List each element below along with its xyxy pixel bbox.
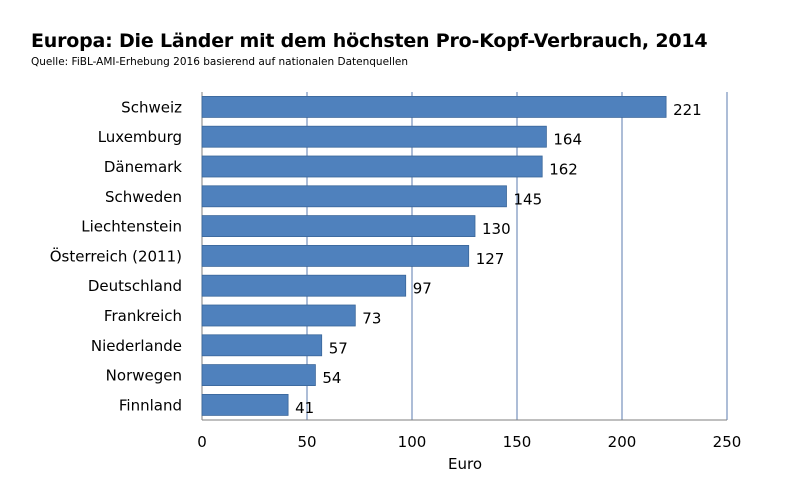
- data-label: 41: [295, 399, 314, 417]
- data-label: 54: [322, 369, 341, 387]
- x-axis-ticks: 0 50 100 150 200 250: [197, 433, 741, 451]
- category-label: Schweden: [105, 188, 182, 206]
- category-label: Deutschland: [88, 277, 182, 295]
- bar: [201, 185, 507, 208]
- category-label: Niederlande: [91, 337, 182, 355]
- chart-title: Europa: Die Länder mit dem höchsten Pro-…: [31, 30, 708, 52]
- data-label: 97: [413, 280, 432, 298]
- x-tick-label: 200: [608, 433, 637, 451]
- category-label: Frankreich: [104, 307, 182, 325]
- category-label: Schweiz: [121, 98, 182, 116]
- bar: [201, 304, 356, 327]
- data-label: 164: [553, 131, 582, 149]
- data-label: 130: [482, 220, 511, 238]
- category-label: Luxemburg: [98, 128, 182, 146]
- bar: [201, 393, 289, 416]
- category-labels: Schweiz Luxemburg Dänemark Schweden Liechten…: [50, 98, 183, 414]
- data-label: 73: [362, 310, 381, 328]
- data-label: 57: [329, 339, 348, 357]
- data-label: 162: [549, 161, 578, 179]
- x-axis-label: Euro: [448, 455, 482, 473]
- data-label: 145: [514, 190, 543, 208]
- x-tick-label: 250: [713, 433, 742, 451]
- bar: [201, 364, 316, 387]
- x-tick-label: 0: [197, 433, 207, 451]
- data-label: 221: [673, 101, 702, 119]
- bar: [201, 244, 470, 267]
- bar: [201, 125, 547, 148]
- x-tick-label: 50: [297, 433, 316, 451]
- category-label: Norwegen: [106, 367, 182, 385]
- bar: [201, 155, 543, 178]
- category-label: Österreich (2011): [50, 246, 182, 265]
- chart-subtitle: Quelle: FiBL-AMI-Erhebung 2016 basierend…: [31, 56, 408, 68]
- bar: [201, 274, 407, 297]
- x-tick-label: 100: [398, 433, 427, 451]
- bars: [201, 96, 667, 416]
- category-label: Finnland: [119, 396, 182, 414]
- x-tick-label: 150: [503, 433, 532, 451]
- data-label: 127: [476, 250, 505, 268]
- bar: [201, 96, 667, 118]
- category-label: Dänemark: [104, 158, 182, 176]
- category-label: Liechtenstein: [81, 218, 182, 236]
- bar: [201, 334, 323, 357]
- bar: [201, 215, 476, 238]
